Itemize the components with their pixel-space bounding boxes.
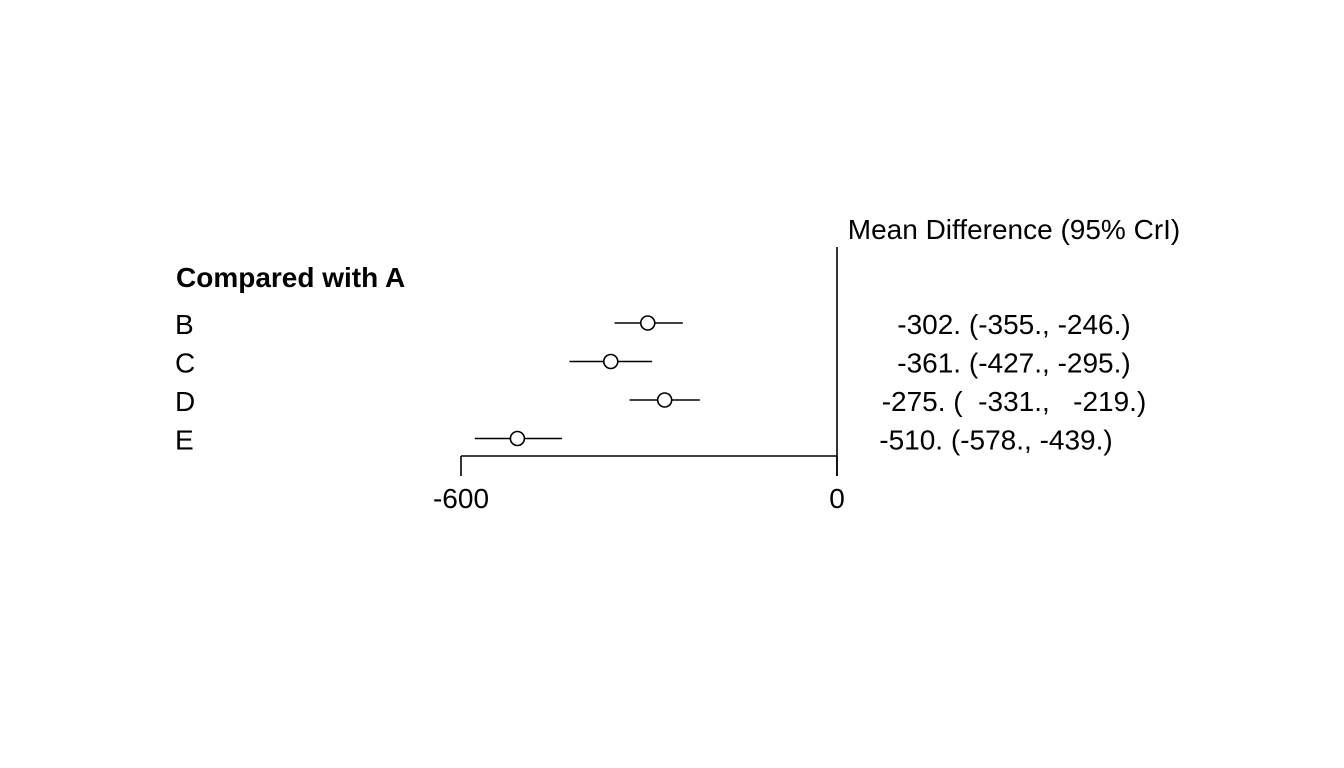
point-estimate [656, 392, 673, 408]
forest-row: C -361. (-427., -295.) [175, 348, 1131, 379]
forest-row: B -302. (-355., -246.) [175, 309, 1131, 340]
row-label: E [175, 425, 194, 456]
estimate-text: -302. (-355., -246.) [897, 309, 1130, 340]
x-tick-label: 0 [829, 483, 845, 514]
forest-row: D -275. ( -331., -219.) [175, 386, 1146, 417]
point-estimate [509, 430, 526, 447]
point-estimate [602, 353, 619, 370]
column-header: Mean Difference (95% CrI) [848, 214, 1181, 245]
group-label: Compared with A [176, 262, 405, 293]
estimate-text: -361. (-427., -295.) [897, 348, 1130, 379]
forest-rows: B -302. (-355., -246.) C -361. (-427., -295… [175, 309, 1146, 456]
estimate-text: -510. (-578., -439.) [879, 425, 1112, 456]
row-label: B [175, 309, 194, 340]
x-tick-label: -600 [433, 483, 489, 514]
forest-row: E -510. (-578., -439.) [175, 425, 1113, 456]
row-label: C [175, 348, 195, 379]
point-estimate [639, 315, 656, 331]
row-label: D [175, 386, 195, 417]
x-axis-ticks: -600 0 [433, 456, 845, 514]
estimate-text: -275. ( -331., -219.) [882, 386, 1147, 417]
